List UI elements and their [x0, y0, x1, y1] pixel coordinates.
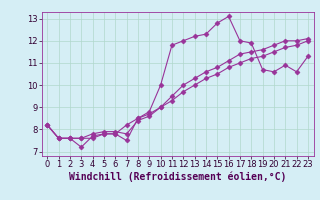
X-axis label: Windchill (Refroidissement éolien,°C): Windchill (Refroidissement éolien,°C)	[69, 172, 286, 182]
